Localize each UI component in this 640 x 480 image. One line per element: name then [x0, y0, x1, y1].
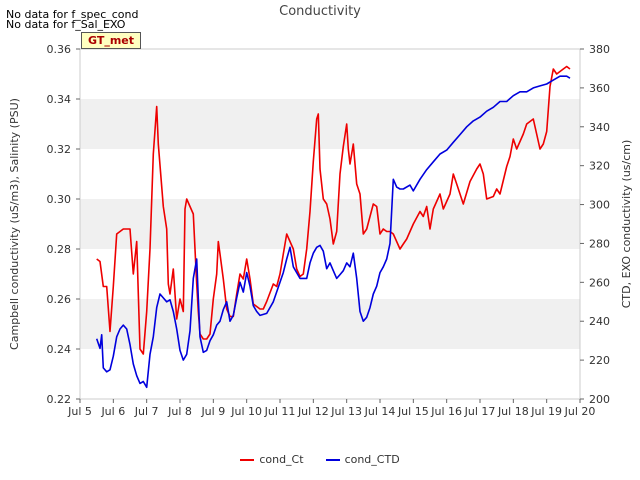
right-tick-label: 240	[589, 315, 610, 328]
x-tick-label: Jul 18	[497, 405, 529, 418]
legend: cond_Ct cond_CTD	[0, 453, 640, 466]
x-axis-ticks: Jul 5 Jul 6 Jul 7 Jul 8 Jul 9 Jul 10 Jul 11 Jul…	[67, 399, 595, 418]
legend-swatch-cond-ct	[240, 458, 255, 461]
left-tick-label: 0.30	[47, 193, 72, 206]
left-axis-label: Campbell conductivity (uS/m3), Salinity …	[8, 98, 21, 350]
right-tick-label: 320	[589, 160, 610, 173]
legend-label-cond-ct: cond_Ct	[259, 453, 304, 466]
right-tick-label: 340	[589, 121, 610, 134]
x-tick-label: Jul 5	[67, 405, 92, 418]
legend-item-cond-ct[interactable]: cond_Ct	[240, 453, 304, 466]
left-tick-label: 0.32	[47, 143, 72, 156]
x-tick-label: Jul 20	[564, 405, 596, 418]
x-tick-label: Jul 9	[200, 405, 225, 418]
plot-frame	[79, 48, 581, 400]
right-tick-label: 220	[589, 354, 610, 367]
series-line-cond-ctd	[95, 75, 571, 389]
right-tick-label: 300	[589, 199, 610, 212]
x-tick-label: Jul 14	[364, 405, 396, 418]
x-tick-label: Jul 16	[430, 405, 462, 418]
x-tick-label: Jul 19	[530, 405, 562, 418]
no-data-note-2: No data for f_Sal_EXO	[6, 18, 126, 31]
no-data-note-1: No data for f_spec_cond	[6, 8, 139, 21]
right-tick-label: 200	[589, 393, 610, 406]
chart-title: Conductivity	[279, 4, 361, 19]
legend-label-cond-ctd: cond_CTD	[344, 453, 400, 466]
legend-item-cond-ctd[interactable]: cond_CTD	[325, 453, 400, 466]
series-layer	[95, 65, 571, 389]
left-axis-ticks: 0.22 0.24 0.26 0.28 0.30 0.32 0.34 0.36	[47, 43, 80, 406]
x-tick-label: Jul 10	[230, 405, 262, 418]
legend-swatch-cond-ctd	[325, 458, 340, 461]
right-axis-ticks: 200 220 240 260 280 300 320 340 360 380	[580, 43, 610, 406]
grid-band	[80, 99, 580, 149]
left-tick-label: 0.24	[47, 343, 72, 356]
x-tick-label: Jul 15	[397, 405, 429, 418]
series-line-cond-ct	[96, 65, 571, 355]
right-axis-label: CTD, EXO conductivity (us/cm)	[620, 140, 633, 309]
x-tick-label: Jul 17	[464, 405, 496, 418]
left-tick-label: 0.22	[47, 393, 72, 406]
left-tick-label: 0.28	[47, 243, 72, 256]
right-tick-label: 260	[589, 276, 610, 289]
x-tick-label: Jul 6	[100, 405, 125, 418]
left-tick-label: 0.36	[47, 43, 72, 56]
right-tick-label: 280	[589, 237, 610, 250]
x-tick-label: Jul 13	[330, 405, 362, 418]
x-tick-label: Jul 8	[167, 405, 192, 418]
x-tick-label: Jul 12	[297, 405, 329, 418]
site-badge: GT_met	[81, 32, 142, 49]
right-tick-label: 380	[589, 43, 610, 56]
x-tick-label: Jul 11	[264, 405, 296, 418]
left-tick-label: 0.26	[47, 293, 72, 306]
left-tick-label: 0.34	[47, 93, 72, 106]
grid-band	[80, 299, 580, 349]
x-tick-label: Jul 7	[134, 405, 159, 418]
right-tick-label: 360	[589, 82, 610, 95]
